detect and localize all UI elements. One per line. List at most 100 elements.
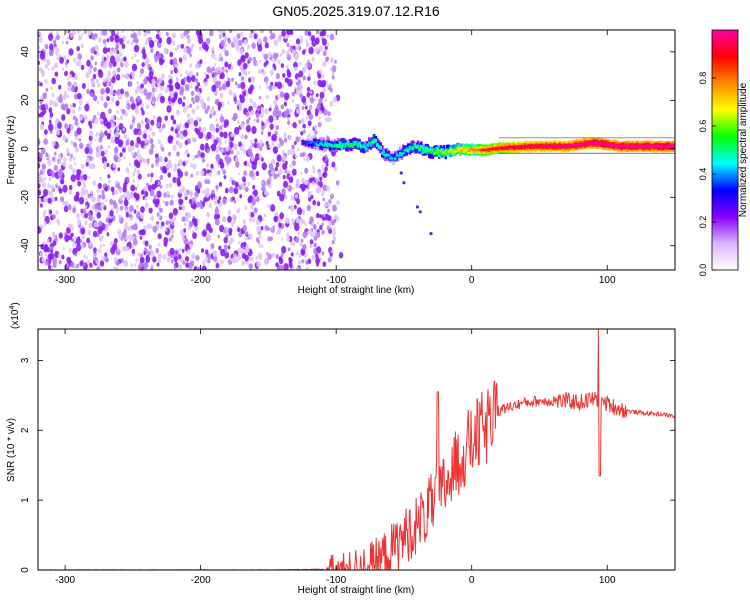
ridge-cell (351, 143, 355, 146)
noise-speck (98, 220, 103, 228)
noise-speck (195, 85, 199, 90)
colorbar-tick-label: 0.6 (698, 120, 708, 133)
noise-speck (327, 215, 332, 222)
noise-speck (296, 108, 300, 114)
noise-speck (196, 116, 200, 122)
noise-speck (177, 170, 183, 179)
noise-speck (317, 73, 322, 79)
noise-speck (56, 48, 60, 53)
noise-speck (168, 212, 174, 220)
noise-speck (97, 248, 102, 254)
ridge-cell (418, 147, 421, 150)
ridge-cell (659, 146, 662, 148)
noise-speck (182, 236, 185, 241)
noise-speck (81, 212, 86, 219)
noise-speck (292, 186, 295, 190)
ridge-cell (390, 157, 394, 159)
noise-speck (220, 40, 225, 47)
noise-speck (76, 46, 80, 52)
noise-speck (88, 135, 93, 141)
noise-speck (314, 97, 317, 102)
noise-speck (250, 76, 256, 83)
noise-speck (324, 166, 328, 172)
noise-speck (105, 217, 110, 223)
noise-speck (217, 106, 221, 111)
ridge-cell (301, 140, 304, 142)
noise-speck (198, 91, 201, 95)
ridge-cell (470, 149, 473, 154)
noise-speck (176, 141, 180, 145)
noise-speck (268, 144, 271, 148)
noise-speck (54, 102, 58, 107)
ridge-cell (481, 149, 485, 151)
noise-speck (245, 231, 249, 236)
noise-speck (122, 232, 126, 238)
noise-speck (60, 196, 65, 203)
noise-speck (112, 200, 117, 206)
noise-speck (279, 193, 285, 202)
noise-speck (227, 156, 232, 163)
noise-speck (267, 52, 272, 59)
noise-speck (146, 30, 150, 34)
noise-speck (50, 184, 55, 190)
ridge-cell (416, 146, 420, 149)
noise-speck (139, 159, 142, 164)
noise-speck (170, 115, 175, 121)
noise-speck (160, 127, 164, 132)
noise-speck (120, 88, 125, 95)
noise-speck (113, 146, 119, 154)
noise-speck (181, 248, 185, 253)
noise-speck (131, 30, 135, 33)
noise-speck (38, 140, 41, 145)
noise-speck (296, 147, 300, 152)
noise-speck (105, 60, 107, 64)
ridge-cell (421, 145, 425, 150)
noise-speck (283, 101, 287, 107)
noise-speck (248, 77, 252, 83)
noise-speck (120, 236, 124, 241)
noise-speck (139, 68, 145, 75)
noise-speck (244, 254, 249, 262)
ridge-cell (442, 151, 446, 153)
ridge-cell (431, 148, 434, 151)
noise-speck (114, 92, 117, 96)
noise-speck (163, 47, 168, 55)
noise-speck (172, 40, 176, 46)
ridge-cell (345, 143, 348, 146)
noise-speck (137, 170, 140, 175)
noise-speck (210, 108, 214, 115)
noise-speck (217, 101, 222, 109)
noise-speck (176, 151, 180, 157)
noise-speck (85, 162, 89, 167)
noise-speck (310, 91, 313, 95)
noise-speck (287, 117, 290, 121)
noise-speck (150, 48, 154, 54)
noise-speck (294, 238, 298, 243)
noise-speck (45, 260, 49, 266)
noise-speck (271, 226, 274, 230)
noise-speck (89, 130, 94, 137)
noise-speck (170, 228, 175, 235)
noise-speck (68, 189, 73, 195)
noise-speck (296, 207, 303, 216)
noise-speck (263, 258, 269, 266)
noise-speck (184, 84, 190, 91)
noise-speck (173, 91, 178, 98)
ridge-cell (538, 145, 542, 147)
noise-speck (145, 123, 150, 130)
ridge-cell (636, 145, 639, 147)
ridge-cell (338, 146, 342, 148)
noise-speck (38, 66, 43, 72)
noise-speck (107, 174, 111, 179)
noise-speck (125, 235, 129, 240)
ridge-cell (532, 146, 535, 148)
noise-speck (298, 70, 304, 78)
noise-speck (68, 184, 73, 191)
noise-speck (251, 161, 257, 170)
noise-speck (113, 49, 117, 54)
noise-speck (292, 122, 297, 129)
noise-speck (88, 163, 93, 170)
noise-speck (53, 164, 59, 172)
